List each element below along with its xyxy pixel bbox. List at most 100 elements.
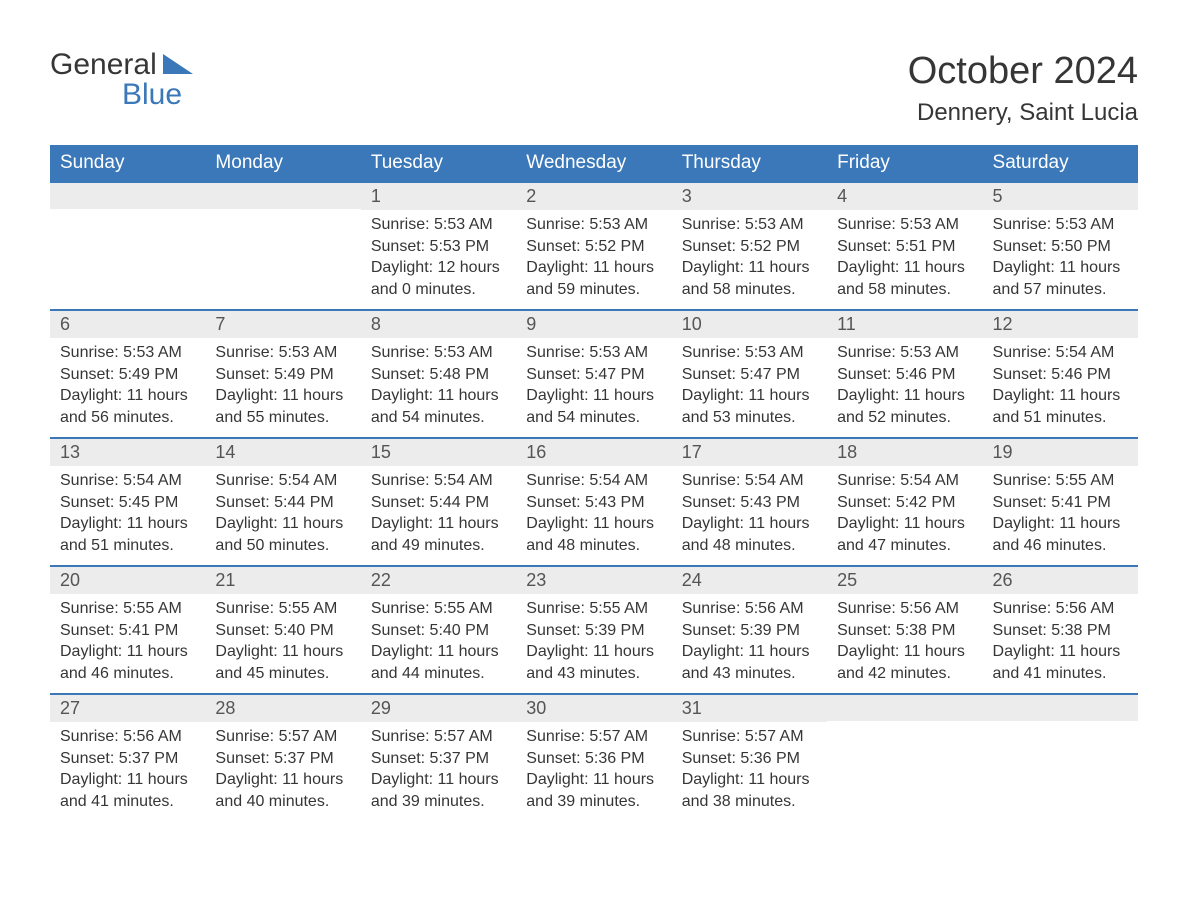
day-details: Sunrise: 5:53 AMSunset: 5:49 PMDaylight:… <box>205 338 360 436</box>
day-number: 4 <box>827 181 982 210</box>
day-details: Sunrise: 5:54 AMSunset: 5:44 PMDaylight:… <box>205 466 360 564</box>
daylight-line: Daylight: 11 hours and 51 minutes. <box>993 385 1128 428</box>
sunrise-line: Sunrise: 5:55 AM <box>993 470 1128 492</box>
sunset-line: Sunset: 5:38 PM <box>993 620 1128 642</box>
sunset-line: Sunset: 5:39 PM <box>526 620 661 642</box>
day-details: Sunrise: 5:55 AMSunset: 5:40 PMDaylight:… <box>361 594 516 692</box>
sunrise-line: Sunrise: 5:53 AM <box>993 214 1128 236</box>
day-number: 2 <box>516 181 671 210</box>
day-number: 22 <box>361 565 516 594</box>
sunrise-line: Sunrise: 5:53 AM <box>526 214 661 236</box>
day-number: 7 <box>205 309 360 338</box>
day-number: 24 <box>672 565 827 594</box>
sunset-line: Sunset: 5:37 PM <box>60 748 195 770</box>
calendar-day-cell: 21Sunrise: 5:55 AMSunset: 5:40 PMDayligh… <box>205 565 360 693</box>
sunset-line: Sunset: 5:47 PM <box>526 364 661 386</box>
calendar-day-cell: 26Sunrise: 5:56 AMSunset: 5:38 PMDayligh… <box>983 565 1138 693</box>
day-number: 31 <box>672 693 827 722</box>
sunset-line: Sunset: 5:44 PM <box>215 492 350 514</box>
calendar-day-cell: 20Sunrise: 5:55 AMSunset: 5:41 PMDayligh… <box>50 565 205 693</box>
sunset-line: Sunset: 5:41 PM <box>993 492 1128 514</box>
daylight-line: Daylight: 11 hours and 49 minutes. <box>371 513 506 556</box>
sunset-line: Sunset: 5:37 PM <box>371 748 506 770</box>
sunrise-line: Sunrise: 5:57 AM <box>371 726 506 748</box>
title-block: October 2024 Dennery, Saint Lucia <box>908 50 1138 127</box>
calendar-body: 1Sunrise: 5:53 AMSunset: 5:53 PMDaylight… <box>50 181 1138 821</box>
day-number: 20 <box>50 565 205 594</box>
calendar-week-row: 13Sunrise: 5:54 AMSunset: 5:45 PMDayligh… <box>50 437 1138 565</box>
calendar-day-cell: 27Sunrise: 5:56 AMSunset: 5:37 PMDayligh… <box>50 693 205 821</box>
weekday-header: Monday <box>205 145 360 181</box>
daylight-line: Daylight: 12 hours and 0 minutes. <box>371 257 506 300</box>
sunrise-line: Sunrise: 5:53 AM <box>837 214 972 236</box>
calendar-day-cell: 4Sunrise: 5:53 AMSunset: 5:51 PMDaylight… <box>827 181 982 309</box>
calendar-day-cell: 24Sunrise: 5:56 AMSunset: 5:39 PMDayligh… <box>672 565 827 693</box>
day-details: Sunrise: 5:56 AMSunset: 5:39 PMDaylight:… <box>672 594 827 692</box>
page-header: General Blue October 2024 Dennery, Saint… <box>50 50 1138 127</box>
day-details: Sunrise: 5:55 AMSunset: 5:39 PMDaylight:… <box>516 594 671 692</box>
sunrise-line: Sunrise: 5:54 AM <box>682 470 817 492</box>
sunrise-line: Sunrise: 5:53 AM <box>837 342 972 364</box>
day-details: Sunrise: 5:57 AMSunset: 5:36 PMDaylight:… <box>516 722 671 820</box>
sunset-line: Sunset: 5:45 PM <box>60 492 195 514</box>
calendar-day-cell <box>827 693 982 821</box>
sunset-line: Sunset: 5:49 PM <box>215 364 350 386</box>
day-number: 3 <box>672 181 827 210</box>
daylight-line: Daylight: 11 hours and 38 minutes. <box>682 769 817 812</box>
calendar-week-row: 1Sunrise: 5:53 AMSunset: 5:53 PMDaylight… <box>50 181 1138 309</box>
daylight-line: Daylight: 11 hours and 52 minutes. <box>837 385 972 428</box>
sunrise-line: Sunrise: 5:53 AM <box>682 342 817 364</box>
sunrise-line: Sunrise: 5:55 AM <box>60 598 195 620</box>
calendar-day-cell: 9Sunrise: 5:53 AMSunset: 5:47 PMDaylight… <box>516 309 671 437</box>
sunrise-line: Sunrise: 5:54 AM <box>526 470 661 492</box>
sunrise-line: Sunrise: 5:53 AM <box>526 342 661 364</box>
daylight-line: Daylight: 11 hours and 55 minutes. <box>215 385 350 428</box>
calendar-day-cell: 7Sunrise: 5:53 AMSunset: 5:49 PMDaylight… <box>205 309 360 437</box>
daylight-line: Daylight: 11 hours and 40 minutes. <box>215 769 350 812</box>
empty-day-header <box>50 181 205 209</box>
day-details: Sunrise: 5:55 AMSunset: 5:41 PMDaylight:… <box>50 594 205 692</box>
weekday-header: Tuesday <box>361 145 516 181</box>
calendar-day-cell: 30Sunrise: 5:57 AMSunset: 5:36 PMDayligh… <box>516 693 671 821</box>
day-details: Sunrise: 5:55 AMSunset: 5:41 PMDaylight:… <box>983 466 1138 564</box>
day-number: 30 <box>516 693 671 722</box>
calendar-day-cell: 8Sunrise: 5:53 AMSunset: 5:48 PMDaylight… <box>361 309 516 437</box>
sunset-line: Sunset: 5:50 PM <box>993 236 1128 258</box>
sunrise-line: Sunrise: 5:56 AM <box>682 598 817 620</box>
day-number: 14 <box>205 437 360 466</box>
calendar-day-cell: 13Sunrise: 5:54 AMSunset: 5:45 PMDayligh… <box>50 437 205 565</box>
daylight-line: Daylight: 11 hours and 53 minutes. <box>682 385 817 428</box>
sunrise-line: Sunrise: 5:53 AM <box>682 214 817 236</box>
sunrise-line: Sunrise: 5:56 AM <box>993 598 1128 620</box>
day-details: Sunrise: 5:57 AMSunset: 5:36 PMDaylight:… <box>672 722 827 820</box>
calendar-day-cell: 23Sunrise: 5:55 AMSunset: 5:39 PMDayligh… <box>516 565 671 693</box>
day-details: Sunrise: 5:54 AMSunset: 5:42 PMDaylight:… <box>827 466 982 564</box>
day-details: Sunrise: 5:57 AMSunset: 5:37 PMDaylight:… <box>361 722 516 820</box>
sunset-line: Sunset: 5:46 PM <box>993 364 1128 386</box>
daylight-line: Daylight: 11 hours and 42 minutes. <box>837 641 972 684</box>
daylight-line: Daylight: 11 hours and 51 minutes. <box>60 513 195 556</box>
calendar-day-cell: 6Sunrise: 5:53 AMSunset: 5:49 PMDaylight… <box>50 309 205 437</box>
calendar-day-cell <box>50 181 205 309</box>
day-number: 26 <box>983 565 1138 594</box>
sunset-line: Sunset: 5:40 PM <box>371 620 506 642</box>
location-subtitle: Dennery, Saint Lucia <box>908 99 1138 127</box>
daylight-line: Daylight: 11 hours and 54 minutes. <box>526 385 661 428</box>
daylight-line: Daylight: 11 hours and 39 minutes. <box>526 769 661 812</box>
sunrise-line: Sunrise: 5:54 AM <box>837 470 972 492</box>
day-details: Sunrise: 5:53 AMSunset: 5:52 PMDaylight:… <box>672 210 827 308</box>
day-number: 27 <box>50 693 205 722</box>
day-details: Sunrise: 5:53 AMSunset: 5:53 PMDaylight:… <box>361 210 516 308</box>
day-details: Sunrise: 5:55 AMSunset: 5:40 PMDaylight:… <box>205 594 360 692</box>
day-number: 15 <box>361 437 516 466</box>
empty-day-header <box>205 181 360 209</box>
daylight-line: Daylight: 11 hours and 46 minutes. <box>60 641 195 684</box>
day-details: Sunrise: 5:56 AMSunset: 5:38 PMDaylight:… <box>827 594 982 692</box>
sunset-line: Sunset: 5:42 PM <box>837 492 972 514</box>
calendar-day-cell: 22Sunrise: 5:55 AMSunset: 5:40 PMDayligh… <box>361 565 516 693</box>
sunset-line: Sunset: 5:47 PM <box>682 364 817 386</box>
daylight-line: Daylight: 11 hours and 56 minutes. <box>60 385 195 428</box>
day-number: 8 <box>361 309 516 338</box>
calendar-day-cell: 31Sunrise: 5:57 AMSunset: 5:36 PMDayligh… <box>672 693 827 821</box>
sunrise-line: Sunrise: 5:53 AM <box>60 342 195 364</box>
